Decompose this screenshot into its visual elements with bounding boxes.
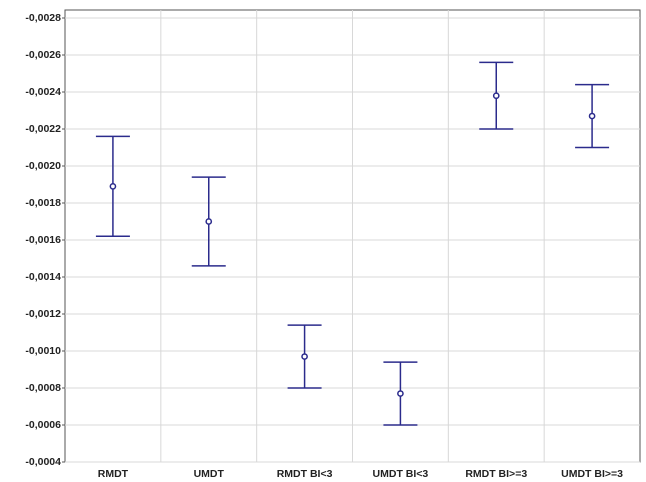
mean-marker: [205, 218, 213, 225]
x-tick-label: UMDT BI<3: [373, 468, 429, 480]
x-tick-label: UMDT: [194, 468, 225, 480]
y-tick-label: -0,0024: [25, 86, 61, 98]
x-tick-label: RMDT BI<3: [277, 468, 333, 480]
y-tick-label: -0,0026: [25, 49, 61, 61]
y-tick-label: -0,0006: [25, 419, 61, 431]
y-tick-label: -0,0008: [25, 382, 61, 394]
mean-marker: [492, 92, 500, 100]
x-tick-label: RMDT BI>=3: [465, 468, 527, 480]
y-tick-label: -0,0004: [25, 456, 61, 468]
mean-marker: [588, 112, 596, 120]
y-tick-label: -0,0028: [25, 12, 61, 24]
x-tick-label: UMDT BI>=3: [561, 468, 623, 480]
y-tick-label: -0,0012: [25, 308, 61, 320]
y-tick-label: -0,0022: [25, 123, 61, 135]
mean-marker: [397, 390, 404, 397]
mean-marker: [301, 353, 308, 360]
x-tick-label: RMDT: [98, 468, 129, 480]
y-tick-label: -0,0010: [25, 345, 61, 357]
y-tick-label: -0,0020: [25, 160, 61, 172]
y-tick-label: -0,0016: [25, 234, 61, 246]
mean-marker: [109, 183, 117, 190]
y-tick-label: -0,0018: [25, 197, 61, 209]
y-tick-label: -0,0014: [25, 271, 61, 283]
